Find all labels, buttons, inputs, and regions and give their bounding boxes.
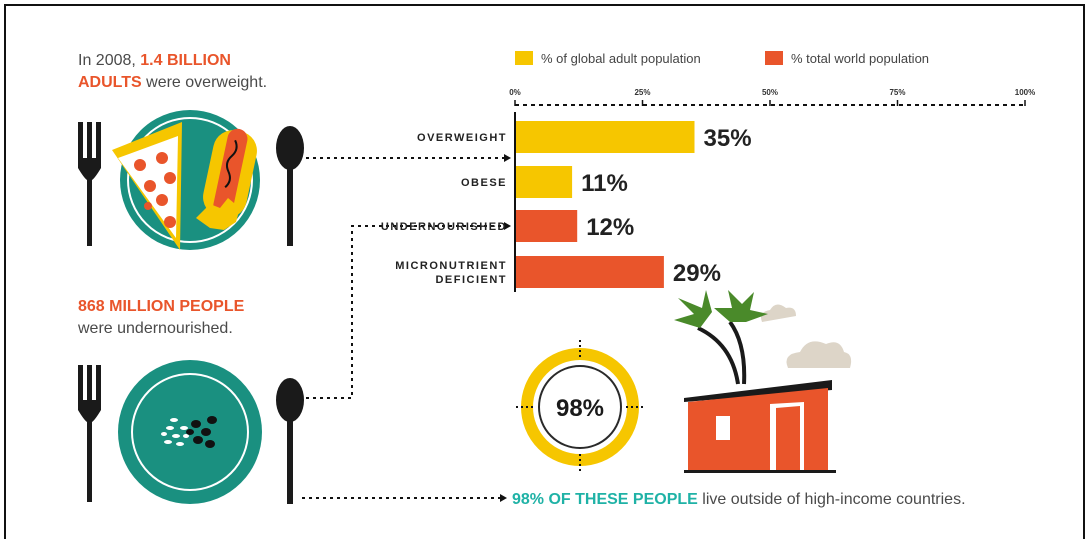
bar-value-label: 11% — [581, 170, 628, 197]
bar — [516, 256, 664, 288]
legend-swatch — [515, 51, 533, 65]
connector-lines — [302, 157, 504, 499]
connector-arrowheads — [500, 154, 511, 502]
category-label: DEFICIENT — [435, 274, 507, 286]
fork-icon — [78, 122, 101, 246]
footer-highlight: 98% OF THESE PEOPLE — [512, 491, 698, 508]
footer-caption: live outside of high-income countries. — [697, 491, 966, 508]
bar — [516, 166, 573, 198]
x-tick-label: 25% — [634, 88, 650, 97]
footer-text: 98% OF THESE PEOPLE live outside of high… — [512, 489, 966, 511]
category-label: OVERWEIGHT — [417, 132, 507, 144]
intro-highlight-2: ADULTS — [78, 74, 142, 91]
house-icon — [674, 290, 852, 473]
bar — [516, 121, 695, 153]
legend-label: % total world population — [791, 51, 929, 66]
intro-prefix: In 2008, — [78, 52, 141, 69]
legend-label: % of global adult population — [541, 51, 701, 66]
fork-icon-2 — [78, 365, 101, 502]
spoon-icon — [276, 126, 304, 246]
x-tick-label: 50% — [762, 88, 778, 97]
small-meal-plate-icon — [118, 360, 262, 504]
bar-value-label: 29% — [673, 260, 721, 287]
bar — [516, 210, 578, 242]
intro-highlight-1: 1.4 BILLION — [140, 52, 231, 69]
x-tick-label: 100% — [1015, 88, 1035, 97]
bar-value-label: 35% — [704, 125, 752, 152]
percentage-donut: 98% — [516, 340, 644, 474]
bar-value-label: 12% — [586, 214, 634, 241]
spoon-icon-2 — [276, 378, 304, 504]
intro-suffix: were overweight. — [141, 74, 268, 91]
legend-swatch — [765, 51, 783, 65]
x-tick-label: 0% — [509, 88, 521, 97]
x-tick-label: 75% — [889, 88, 905, 97]
category-label: MICRONUTRIENT — [395, 260, 507, 272]
donut-label: 98% — [556, 395, 604, 422]
category-label: UNDERNOURISHED — [381, 221, 507, 233]
category-label: OBESE — [461, 177, 507, 189]
undernourished-text: 868 MILLION PEOPLE were undernourished. — [78, 296, 244, 340]
food-plate-icon — [112, 110, 260, 250]
intro-text: In 2008, 1.4 BILLION ADULTS were overwei… — [78, 50, 267, 94]
undernourished-highlight: 868 MILLION PEOPLE — [78, 298, 245, 315]
frame-border — [4, 4, 1085, 539]
undernourished-caption: were undernourished. — [78, 320, 233, 337]
